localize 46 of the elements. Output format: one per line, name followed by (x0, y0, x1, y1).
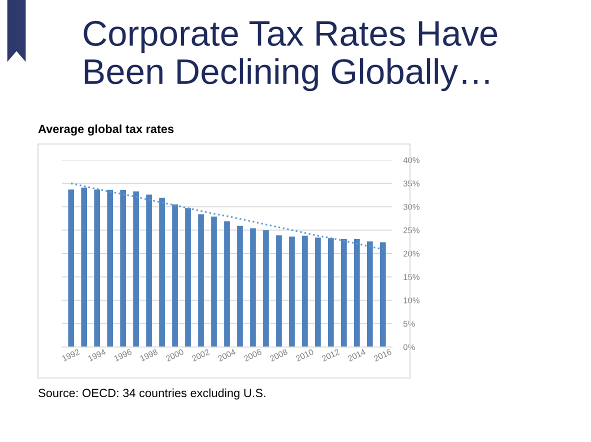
y-tick-label: 20% (404, 250, 420, 257)
bar (263, 230, 269, 347)
bar (198, 214, 204, 347)
bar (211, 216, 217, 347)
bar (237, 226, 243, 347)
bar (146, 194, 152, 347)
bar (68, 189, 74, 347)
y-tick-label: 30% (403, 204, 420, 210)
bar (328, 238, 334, 347)
x-tick-label: 2004 (217, 348, 236, 362)
bar (120, 190, 126, 347)
bar (289, 236, 295, 347)
bar (302, 236, 308, 347)
x-tick-label: 2014 (347, 348, 366, 362)
x-tick-label: 2016 (373, 348, 392, 362)
bar (341, 239, 347, 347)
x-tick-label: 2000 (165, 348, 184, 362)
x-tick-label: 1992 (62, 348, 80, 362)
y-tick-label: 10% (404, 297, 420, 304)
x-tick-label: 1994 (88, 348, 106, 362)
bar (159, 198, 165, 347)
x-tick-label: 2006 (243, 348, 262, 362)
bar (354, 239, 360, 347)
bar (133, 191, 139, 347)
y-tick-label: 40% (403, 157, 420, 164)
bar (94, 189, 100, 347)
line-series (70, 182, 384, 250)
bar (250, 228, 256, 347)
chart-subtitle: Average global tax rates (38, 124, 174, 136)
chart-title: Corporate Tax Rates Have Been Declining Globally… (84, 20, 498, 92)
x-tick-label: 1996 (114, 348, 132, 362)
bar (81, 188, 88, 347)
bar (276, 235, 282, 347)
x-tick-label: 2012 (321, 348, 340, 362)
bar (172, 204, 178, 347)
bar (315, 238, 321, 347)
source-note: Source: OECD: 34 countries excluding U.S. (38, 388, 266, 400)
x-tick-label: 1998 (140, 348, 158, 362)
bar (185, 208, 191, 347)
x-tick-label: 2008 (269, 348, 288, 362)
bar (366, 241, 373, 347)
x-tick-label: 2010 (295, 348, 314, 362)
bar (380, 242, 386, 347)
bar (107, 190, 113, 347)
bar (224, 221, 230, 347)
x-tick-label: 2002 (191, 348, 210, 362)
